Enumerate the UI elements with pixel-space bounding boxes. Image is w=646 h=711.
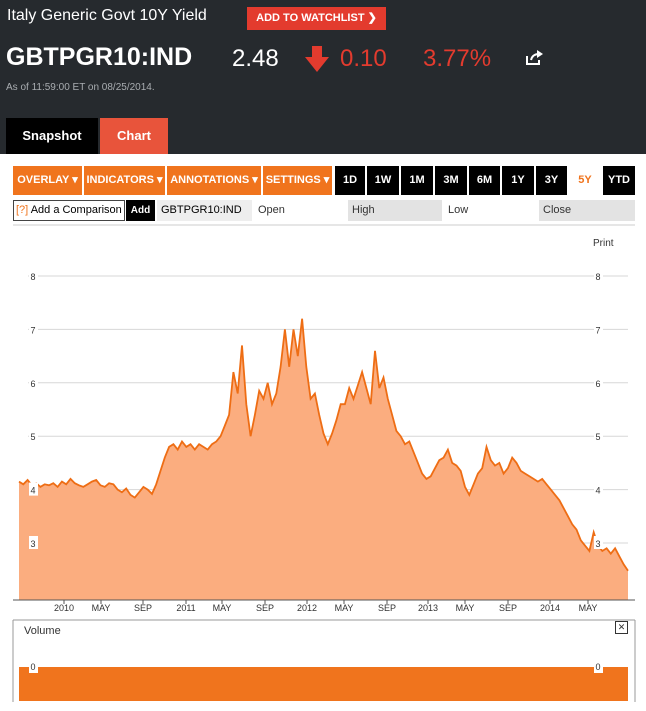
x-tick-label: 2014 bbox=[540, 603, 560, 613]
ticker-symbol: GBTPGR10:IND bbox=[6, 43, 193, 71]
range-3y-button[interactable]: 3Y bbox=[536, 166, 567, 195]
y-tick-label-right: 8 bbox=[595, 272, 600, 282]
comparison-input[interactable]: [?] Add a Comparison bbox=[13, 200, 125, 221]
x-tick-label: MAY bbox=[213, 603, 232, 613]
volume-tick-label: 0 bbox=[595, 662, 600, 672]
volume-tick-label: 0 bbox=[30, 662, 35, 672]
volume-bar bbox=[19, 667, 628, 701]
annotations-menu[interactable]: ANNOTATIONS ▾ bbox=[167, 166, 261, 195]
close-icon[interactable]: ✕ bbox=[615, 621, 628, 634]
security-title: Italy Generic Govt 10Y Yield bbox=[7, 7, 207, 24]
percent-change: 3.77% bbox=[423, 45, 492, 72]
y-tick-bg bbox=[594, 375, 603, 389]
volume-label: Volume bbox=[24, 625, 61, 637]
x-tick-label: MAY bbox=[579, 603, 598, 613]
legend-close: Close bbox=[539, 200, 635, 221]
y-tick-bg bbox=[594, 269, 603, 282]
range-1w-button[interactable]: 1W bbox=[367, 166, 399, 195]
y-tick-label-right: 6 bbox=[595, 379, 600, 389]
x-tick-label: MAY bbox=[92, 603, 111, 613]
x-tick-label: SEP bbox=[499, 603, 517, 613]
y-tick-label-left: 7 bbox=[30, 325, 35, 335]
comparison-placeholder: Add a Comparison bbox=[30, 204, 122, 216]
y-tick-bg bbox=[29, 322, 38, 336]
y-tick-bg bbox=[594, 536, 603, 549]
volume-tick-bg bbox=[594, 660, 603, 673]
x-tick-label: MAY bbox=[456, 603, 475, 613]
y-tick-bg bbox=[29, 482, 38, 496]
y-tick-bg bbox=[594, 482, 603, 496]
settings-menu[interactable]: SETTINGS ▾ bbox=[263, 166, 332, 195]
range-6m-button[interactable]: 6M bbox=[469, 166, 500, 195]
range-1m-button[interactable]: 1M bbox=[401, 166, 433, 195]
print-link[interactable]: Print bbox=[593, 238, 614, 249]
x-tick-label: 2013 bbox=[418, 603, 438, 613]
indicators-menu[interactable]: INDICATORS ▾ bbox=[84, 166, 165, 195]
add-comparison-button[interactable]: Add bbox=[126, 200, 155, 221]
y-tick-bg bbox=[29, 536, 38, 549]
overlay-menu[interactable]: OVERLAY ▾ bbox=[13, 166, 82, 195]
y-tick-bg bbox=[29, 269, 38, 282]
tab-chart[interactable]: Chart bbox=[100, 118, 168, 154]
legend-open: Open bbox=[258, 204, 285, 216]
range-1y-button[interactable]: 1Y bbox=[502, 166, 534, 195]
x-tick-label: 2011 bbox=[176, 603, 195, 613]
quote-header: Italy Generic Govt 10Y Yield ADD TO WATC… bbox=[0, 0, 646, 154]
y-tick-label-left: 3 bbox=[30, 539, 35, 549]
y-tick-bg bbox=[29, 429, 38, 443]
last-price: 2.48 bbox=[232, 45, 279, 72]
y-tick-bg bbox=[594, 429, 603, 443]
down-arrow-icon bbox=[305, 46, 329, 72]
y-tick-label-right: 4 bbox=[595, 486, 600, 496]
y-tick-bg bbox=[29, 375, 38, 389]
range-1d-button[interactable]: 1D bbox=[335, 166, 365, 195]
x-tick-label: SEP bbox=[134, 603, 152, 613]
range-3m-button[interactable]: 3M bbox=[435, 166, 467, 195]
tab-snapshot[interactable]: Snapshot bbox=[6, 118, 98, 154]
y-tick-label-left: 8 bbox=[30, 272, 35, 282]
y-tick-label-right: 5 bbox=[595, 432, 600, 442]
price-change: 0.10 bbox=[340, 45, 387, 72]
yield-line bbox=[18, 318, 629, 572]
add-to-watchlist-button[interactable]: ADD TO WATCHLIST ❯ bbox=[247, 7, 386, 30]
range-5y-button[interactable]: 5Y bbox=[569, 166, 601, 195]
legend-high: High bbox=[348, 200, 442, 221]
y-tick-label-right: 7 bbox=[595, 325, 600, 335]
volume-tick-bg bbox=[29, 660, 38, 673]
legend-symbol: GBTPGR10:IND bbox=[157, 200, 252, 221]
x-tick-label: 2010 bbox=[54, 603, 74, 613]
watchlist-label: ADD TO WATCHLIST bbox=[256, 12, 365, 24]
legend-low: Low bbox=[448, 204, 469, 216]
x-tick-label: MAY bbox=[335, 603, 354, 613]
help-link[interactable]: [?] bbox=[16, 204, 29, 216]
y-tick-label-right: 3 bbox=[595, 539, 600, 549]
y-tick-bg bbox=[594, 322, 603, 336]
share-icon[interactable] bbox=[525, 50, 543, 66]
y-tick-label-left: 6 bbox=[30, 379, 35, 389]
x-tick-label: SEP bbox=[256, 603, 274, 613]
as-of-timestamp: As of 11:59:00 ET on 08/25/2014. bbox=[6, 82, 155, 93]
chevron-right-icon: ❯ bbox=[367, 12, 377, 24]
x-tick-label: 2012 bbox=[297, 603, 317, 613]
x-tick-label: SEP bbox=[378, 603, 396, 613]
range-ytd-button[interactable]: YTD bbox=[603, 166, 635, 195]
y-tick-label-left: 5 bbox=[30, 432, 35, 442]
y-tick-label-left: 4 bbox=[30, 486, 35, 496]
yield-area bbox=[19, 318, 628, 600]
